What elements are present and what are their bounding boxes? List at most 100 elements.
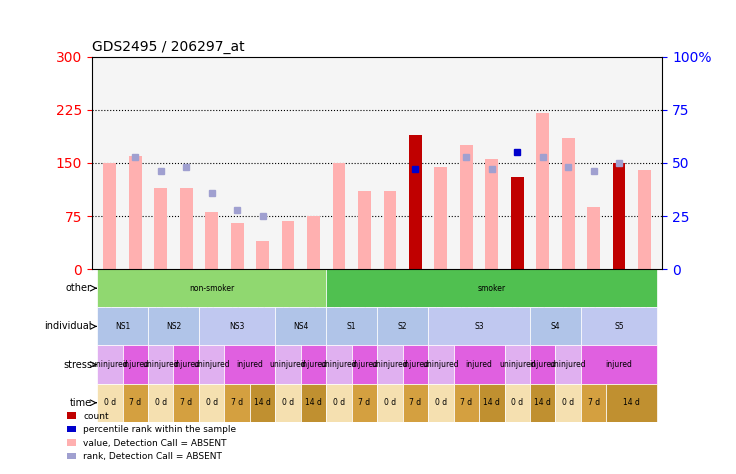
Bar — [479, 383, 504, 422]
Bar — [123, 383, 148, 422]
Text: uninjured: uninjured — [372, 360, 408, 369]
Legend: count, percentile rank within the sample, value, Detection Call = ABSENT, rank, : count, percentile rank within the sample… — [63, 408, 240, 465]
Text: injured: injured — [122, 360, 149, 369]
Bar — [148, 346, 174, 383]
Text: S2: S2 — [398, 322, 408, 331]
Bar — [174, 383, 199, 422]
Text: injured: injured — [351, 360, 378, 369]
Text: NS3: NS3 — [230, 322, 245, 331]
Text: 0 d: 0 d — [282, 398, 294, 407]
Text: 0 d: 0 d — [562, 398, 574, 407]
Bar — [301, 346, 326, 383]
Bar — [97, 307, 148, 346]
Bar — [148, 307, 199, 346]
Text: uninjured: uninjured — [321, 360, 357, 369]
Bar — [97, 346, 123, 383]
Bar — [224, 383, 250, 422]
Text: NS4: NS4 — [293, 322, 308, 331]
Bar — [530, 383, 556, 422]
Text: stress: stress — [63, 360, 92, 370]
Bar — [403, 346, 428, 383]
Bar — [530, 307, 581, 346]
Bar — [199, 383, 224, 422]
Bar — [205, 212, 218, 269]
Text: 7 d: 7 d — [409, 398, 422, 407]
Text: 0 d: 0 d — [384, 398, 396, 407]
Bar — [511, 177, 523, 269]
Bar — [530, 346, 556, 383]
Bar — [606, 383, 657, 422]
Text: NS2: NS2 — [166, 322, 181, 331]
Bar — [428, 383, 453, 422]
Text: 7 d: 7 d — [130, 398, 141, 407]
Text: 7 d: 7 d — [180, 398, 192, 407]
Bar — [504, 346, 530, 383]
Text: injured: injured — [300, 360, 327, 369]
Text: 0 d: 0 d — [155, 398, 167, 407]
Text: time: time — [70, 398, 92, 408]
Bar — [434, 166, 447, 269]
Text: S3: S3 — [474, 322, 484, 331]
Bar — [504, 383, 530, 422]
Bar — [148, 383, 174, 422]
Bar — [453, 346, 504, 383]
Bar — [282, 221, 294, 269]
Bar — [123, 346, 148, 383]
Text: 0 d: 0 d — [435, 398, 447, 407]
Text: S4: S4 — [551, 322, 560, 331]
Bar — [129, 156, 141, 269]
Text: uninjured: uninjured — [550, 360, 587, 369]
Text: uninjured: uninjured — [422, 360, 459, 369]
Text: injured: injured — [402, 360, 429, 369]
Bar — [326, 346, 352, 383]
Bar — [358, 191, 371, 269]
Text: 14 d: 14 d — [254, 398, 271, 407]
Bar — [537, 113, 549, 269]
Bar — [97, 269, 326, 307]
Bar — [199, 307, 275, 346]
Bar — [428, 346, 453, 383]
Text: other: other — [66, 283, 92, 293]
Bar — [383, 191, 396, 269]
Text: 14 d: 14 d — [534, 398, 551, 407]
Bar — [326, 383, 352, 422]
Text: injured: injured — [529, 360, 556, 369]
Bar — [333, 163, 345, 269]
Text: 7 d: 7 d — [460, 398, 473, 407]
Bar — [275, 346, 301, 383]
Bar — [231, 223, 244, 269]
Bar — [104, 163, 116, 269]
Bar — [224, 346, 275, 383]
Text: uninjured: uninjured — [499, 360, 536, 369]
Bar — [97, 383, 123, 422]
Text: uninjured: uninjured — [270, 360, 306, 369]
Bar — [326, 307, 378, 346]
Bar — [403, 383, 428, 422]
Bar — [562, 138, 575, 269]
Text: 0 d: 0 d — [104, 398, 116, 407]
Text: 14 d: 14 d — [484, 398, 500, 407]
Bar — [256, 241, 269, 269]
Bar — [453, 383, 479, 422]
Text: S5: S5 — [615, 322, 624, 331]
Bar — [638, 170, 651, 269]
Text: uninjured: uninjured — [194, 360, 230, 369]
Text: uninjured: uninjured — [143, 360, 179, 369]
Bar — [275, 383, 301, 422]
Bar — [556, 383, 581, 422]
Text: individual: individual — [44, 321, 92, 331]
Text: 7 d: 7 d — [231, 398, 243, 407]
Bar — [155, 188, 167, 269]
Text: 0 d: 0 d — [333, 398, 345, 407]
Bar — [326, 269, 657, 307]
Bar — [377, 346, 403, 383]
Text: injured: injured — [466, 360, 492, 369]
Text: GDS2495 / 206297_at: GDS2495 / 206297_at — [92, 40, 244, 55]
Text: 7 d: 7 d — [358, 398, 370, 407]
Bar — [174, 346, 199, 383]
Text: 14 d: 14 d — [623, 398, 640, 407]
Bar — [352, 383, 378, 422]
Bar — [460, 146, 473, 269]
Bar — [581, 383, 606, 422]
Bar — [556, 346, 581, 383]
